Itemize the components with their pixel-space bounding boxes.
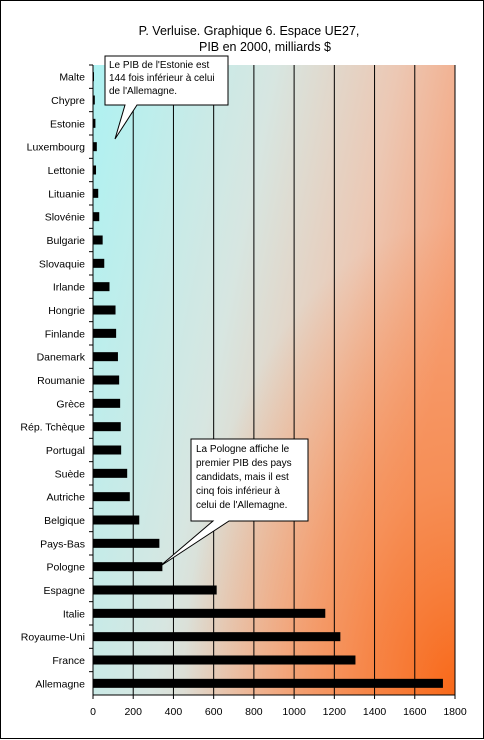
chart-title: P. Verluise. Graphique 6. Espace UE27, (139, 24, 360, 38)
category-label: Bulgarie (46, 235, 85, 247)
bar (93, 632, 341, 642)
x-tick-label: 1800 (443, 706, 467, 718)
x-axis-ticks: 0 200 400 600 800 1000 1200 1400 1600 1800 (90, 695, 467, 718)
bar (93, 282, 110, 292)
category-label: Roumanie (37, 375, 85, 387)
bars (93, 72, 443, 688)
category-label: Slovaquie (39, 258, 85, 270)
category-label: Royaume-Uni (21, 632, 85, 644)
bar (93, 655, 356, 665)
x-tick-label: 600 (205, 706, 223, 718)
bar (93, 165, 97, 175)
callout-estonie: Le PIB de l'Estonie est 144 fois inférie… (104, 55, 229, 140)
bar (93, 515, 140, 525)
x-tick-label: 1400 (363, 706, 387, 718)
bar (93, 398, 121, 408)
category-label: Pologne (46, 562, 85, 574)
bar (93, 492, 130, 502)
bar (93, 328, 117, 338)
bar (93, 562, 163, 572)
bar (93, 142, 97, 152)
bar (93, 212, 100, 222)
category-label: Pays-Bas (40, 538, 85, 550)
category-label: Chypre (51, 95, 85, 107)
category-label: France (52, 655, 85, 667)
category-label: Portugal (46, 445, 85, 457)
callout-pologne-line-1: La Pologne affiche le (196, 444, 290, 455)
category-label: Belgique (44, 515, 85, 527)
category-labels: Malte Chypre Estonie Luxembourg Lettonie Litu… (20, 64, 93, 690)
bar (93, 95, 95, 105)
x-tick-label: 1600 (403, 706, 427, 718)
x-tick-label: 800 (245, 706, 263, 718)
bar (93, 375, 120, 385)
bar (93, 235, 103, 245)
plot-area-glow (93, 65, 455, 695)
category-label: Suède (55, 468, 86, 480)
bar (93, 678, 443, 688)
bar (93, 445, 122, 455)
callout-pologne-line-3: candidats, mais il est (196, 472, 289, 483)
category-label: Lettonie (48, 165, 86, 177)
category-label: Malte (59, 72, 85, 84)
gridlines (132, 65, 456, 695)
bar (93, 188, 99, 198)
category-label: Espagne (44, 585, 86, 597)
callout-pologne: La Pologne affiche le premier PIB des pa… (158, 438, 309, 568)
bar (93, 258, 105, 268)
category-label: Autriche (46, 492, 85, 504)
bar (93, 538, 160, 548)
x-tick-label: 1200 (323, 706, 347, 718)
category-label: Finlande (45, 328, 85, 340)
category-label: Estonie (50, 118, 85, 130)
callout-pologne-line-4: cinq fois inférieur à (196, 486, 280, 497)
callout-estonie-line-3: de l'Allemagne. (109, 86, 177, 97)
callout-pologne-line-5: celui de l'Allemagne. (196, 500, 287, 511)
category-label: Danemark (37, 352, 86, 364)
bar (93, 422, 121, 432)
category-label: Grèce (56, 398, 85, 410)
category-label: Irlande (53, 282, 85, 294)
x-tick-label: 400 (165, 706, 183, 718)
category-label: Luxembourg (27, 142, 86, 154)
x-tick-label: 1000 (282, 706, 306, 718)
bar (93, 468, 128, 478)
category-label: Hongrie (48, 305, 85, 317)
callout-pologne-bubble (158, 438, 309, 568)
callout-estonie-line-2: 144 fois inférieur à celui (109, 73, 215, 84)
x-tick-label: 200 (124, 706, 142, 718)
bar (93, 608, 326, 618)
category-label: Lituanie (48, 188, 85, 200)
callout-estonie-bubble (104, 55, 229, 140)
category-label: Allemagne (35, 678, 85, 690)
category-label: Italie (63, 608, 85, 620)
bar (93, 118, 96, 128)
chart-subtitle: PIB en 2000, milliards $ (199, 40, 331, 54)
bar (93, 305, 116, 315)
bar (93, 352, 118, 362)
x-tick-label: 0 (90, 706, 96, 718)
category-label: Rép. Tchèque (20, 422, 85, 434)
bar (93, 585, 217, 595)
callout-estonie-line-1: Le PIB de l'Estonie est (109, 60, 210, 71)
category-label: Slovénie (45, 212, 85, 224)
callout-pologne-line-2: premier PIB des pays (196, 458, 292, 469)
